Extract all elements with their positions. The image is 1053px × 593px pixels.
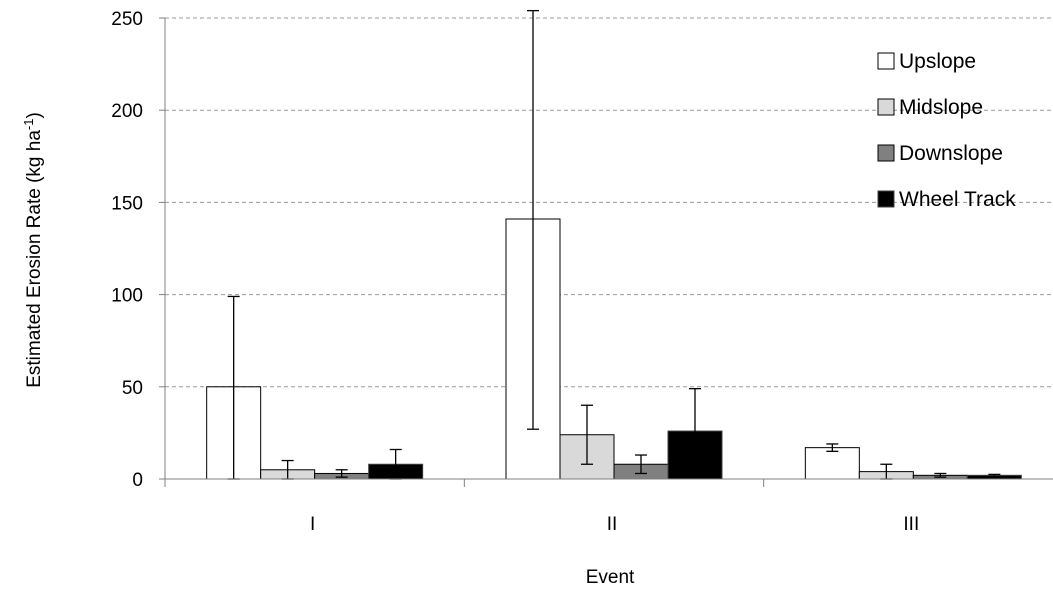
axes — [159, 17, 1053, 487]
x-axis-label: Event — [586, 567, 635, 588]
legend-label: Wheel Track — [899, 188, 1016, 211]
legend-label: Upslope — [899, 50, 976, 73]
y-tick-label: 250 — [111, 9, 143, 30]
y-axis-label: Estimated Erosion Rate (kg ha-1) — [21, 112, 46, 388]
legend: Upslope Midslope Downslope Wheel Track — [877, 50, 1016, 211]
y-tick-label: 200 — [111, 101, 143, 122]
legend-label: Midslope — [899, 96, 983, 119]
x-tick-label: I — [310, 514, 315, 535]
y-axis-label-sup: -1 — [21, 119, 36, 131]
bar — [804, 447, 860, 480]
x-tick-label: II — [607, 514, 618, 535]
y-tick-label: 50 — [122, 378, 143, 399]
y-tick-labels: 0 50 100 150 200 250 — [111, 9, 143, 491]
gridlines — [165, 17, 1053, 388]
y-tick-label: 0 — [132, 470, 143, 491]
legend-swatch — [877, 190, 895, 208]
y-axis-label-main: Estimated Erosion Rate (kg ha — [24, 130, 45, 388]
legend-label: Downslope — [899, 142, 1003, 165]
y-tick-label: 150 — [111, 193, 143, 214]
bars — [206, 218, 1022, 480]
x-tick-label: III — [903, 514, 919, 535]
error-bars — [227, 9, 1001, 480]
y-tick-label: 100 — [111, 286, 143, 307]
y-axis-label-tail: ) — [24, 112, 45, 118]
legend-swatch — [877, 144, 895, 162]
legend-swatch — [877, 52, 895, 70]
x-tick-labels: I II III — [310, 514, 919, 535]
legend-swatch — [877, 98, 895, 116]
